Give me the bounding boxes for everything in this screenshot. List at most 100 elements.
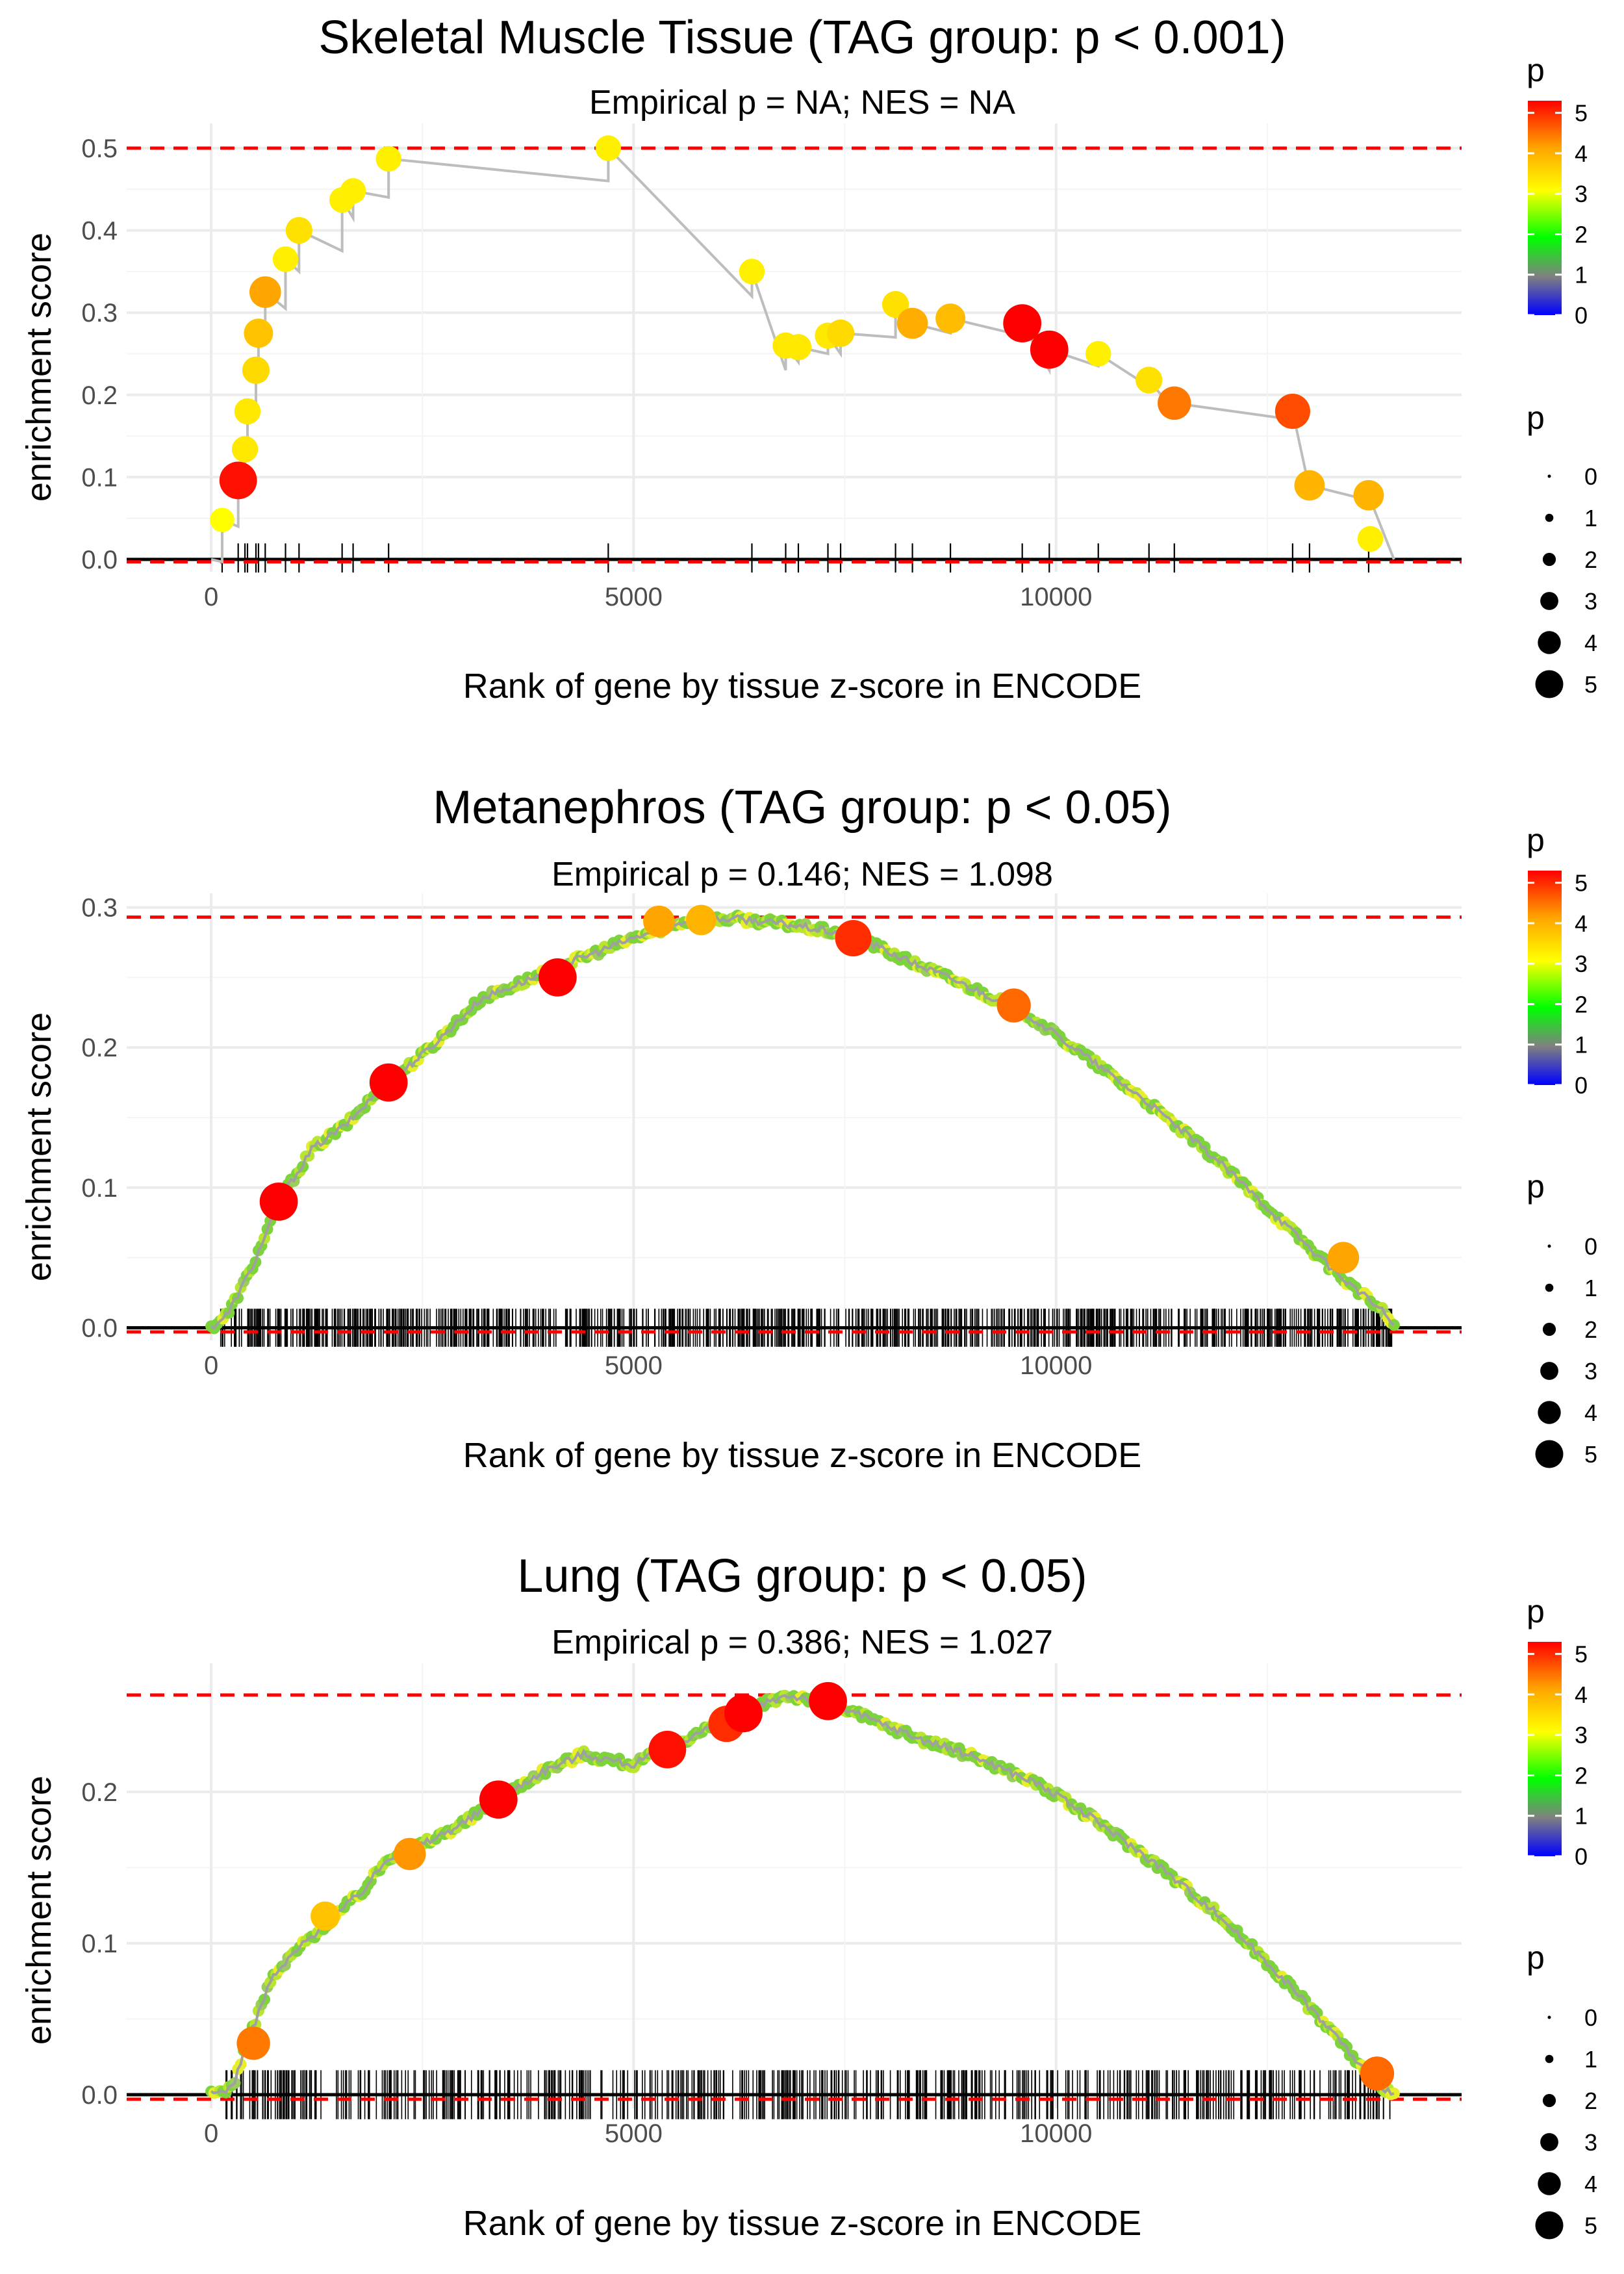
y-tick-label: 0.0 — [81, 1314, 118, 1343]
gene-point — [393, 1837, 426, 1871]
color-legend-label: 1 — [1575, 1032, 1588, 1058]
gene-point — [785, 334, 812, 361]
color-bar — [1528, 101, 1562, 315]
x-tick-label: 10000 — [1020, 583, 1092, 611]
color-legend-label: 5 — [1575, 870, 1588, 897]
running-es-curve — [210, 1694, 1395, 2096]
gene-point — [935, 303, 966, 333]
gene-point — [1136, 366, 1163, 394]
gene-point — [1275, 394, 1310, 429]
y-tick-label: 0.4 — [81, 217, 118, 246]
size-legend-label: 2 — [1584, 1316, 1597, 1343]
size-legend-dot — [1547, 1244, 1551, 1248]
gene-point — [285, 216, 312, 244]
gene-point — [375, 146, 401, 172]
color-bar — [1528, 871, 1562, 1085]
x-tick-label: 0 — [204, 1351, 218, 1380]
x-tick-label: 5000 — [605, 583, 663, 611]
size-legend-label: 0 — [1584, 1233, 1597, 1260]
y-axis-label: enrichment score — [19, 1776, 58, 2045]
gene-point — [724, 1694, 763, 1733]
color-legend-label: 4 — [1575, 140, 1588, 167]
y-axis-label: enrichment score — [19, 233, 58, 502]
size-legend-title: p — [1527, 1939, 1545, 1976]
x-tick-label: 10000 — [1020, 1351, 1092, 1380]
color-legend-label: 3 — [1575, 181, 1588, 207]
size-legend-label: 4 — [1584, 630, 1597, 656]
size-legend-dot — [1538, 2172, 1561, 2195]
size-legend-dot — [1540, 2133, 1558, 2151]
gene-point — [311, 1901, 340, 1931]
size-legend-label: 5 — [1584, 1441, 1597, 1468]
gene-point — [896, 307, 928, 339]
gene-point — [648, 1730, 687, 1769]
size-legend-dot — [1545, 1283, 1554, 1292]
size-legend-label: 4 — [1584, 1399, 1597, 1426]
color-bar — [1528, 1642, 1562, 1856]
size-legend-label: 5 — [1584, 2212, 1597, 2239]
panel-subtitle: Empirical p = 0.146; NES = 1.098 — [552, 856, 1053, 893]
size-legend-dot — [1535, 1440, 1564, 1468]
size-legend-dot — [1545, 513, 1554, 522]
size-legend-dot — [1540, 1362, 1558, 1380]
size-legend-label: 4 — [1584, 2171, 1597, 2197]
gene-point — [835, 920, 872, 957]
gene-point — [1085, 340, 1111, 367]
size-legend-dot — [1535, 670, 1564, 698]
y-tick-label: 0.0 — [81, 2081, 118, 2110]
color-legend-label: 5 — [1575, 1641, 1588, 1668]
size-legend-label: 1 — [1584, 505, 1597, 531]
gene-point — [1353, 479, 1384, 511]
size-legend-dot — [1538, 1401, 1561, 1424]
gene-point — [231, 436, 259, 463]
y-tick-label: 0.0 — [81, 546, 118, 574]
gene-point — [1030, 330, 1069, 369]
size-legend: p 0 1 2 3 4 5 — [1527, 1168, 1597, 1468]
color-legend-label: 4 — [1575, 1681, 1588, 1708]
gene-point — [1003, 304, 1042, 343]
size-legend-dot — [1545, 2054, 1554, 2063]
x-axis-label: Rank of gene by tissue z-score in ENCODE — [463, 667, 1141, 706]
gene-point — [242, 356, 270, 384]
size-legend-label: 3 — [1584, 1358, 1597, 1385]
x-tick-label: 10000 — [1020, 2119, 1092, 2148]
y-tick-label: 0.2 — [81, 1034, 118, 1062]
gene-point — [259, 1182, 298, 1221]
color-legend-title: p — [1527, 52, 1545, 88]
size-legend-label: 0 — [1584, 463, 1597, 490]
gene-point — [1327, 1242, 1360, 1274]
gene-point — [826, 319, 855, 347]
plot-area: 0.0 0.1 0.2 0.3 0 5000 10000 — [81, 893, 1462, 1380]
x-axis-label: Rank of gene by tissue z-score in ENCODE — [463, 2204, 1141, 2243]
gene-point — [369, 1063, 408, 1102]
panel-subtitle: Empirical p = NA; NES = NA — [589, 84, 1015, 121]
size-legend: p 0 1 2 3 4 5 — [1527, 400, 1597, 698]
size-legend-label: 1 — [1584, 1275, 1597, 1301]
color-legend-title: p — [1527, 822, 1545, 858]
y-tick-label: 0.1 — [81, 463, 118, 492]
size-legend-dot — [1542, 552, 1556, 567]
color-legend-label: 4 — [1575, 910, 1588, 937]
size-legend-label: 0 — [1584, 2004, 1597, 2031]
y-axis-label: enrichment score — [19, 1012, 58, 1281]
x-tick-label: 0 — [204, 583, 218, 611]
gene-point — [643, 905, 675, 938]
gene-point — [996, 988, 1031, 1023]
gene-point — [739, 259, 765, 285]
gene-point — [219, 461, 257, 500]
gene-point — [236, 2026, 270, 2060]
running-es-curve — [210, 913, 1395, 1331]
color-legend: p 5 4 3 2 1 0 — [1527, 1593, 1588, 1870]
y-tick-label: 0.3 — [81, 299, 118, 327]
size-legend-dot — [1535, 2211, 1564, 2240]
panel-title: Skeletal Muscle Tissue (TAG group: p < 0… — [318, 12, 1286, 64]
size-legend-dot — [1540, 592, 1558, 610]
gene-point — [1360, 2056, 1395, 2091]
color-legend-label: 2 — [1575, 991, 1588, 1017]
color-legend-label: 2 — [1575, 1762, 1588, 1789]
gene-point — [1294, 470, 1325, 501]
color-legend-title: p — [1527, 1593, 1545, 1629]
gene-point — [538, 958, 577, 997]
y-tick-label: 0.1 — [81, 1930, 118, 1958]
gene-point — [1357, 526, 1384, 552]
